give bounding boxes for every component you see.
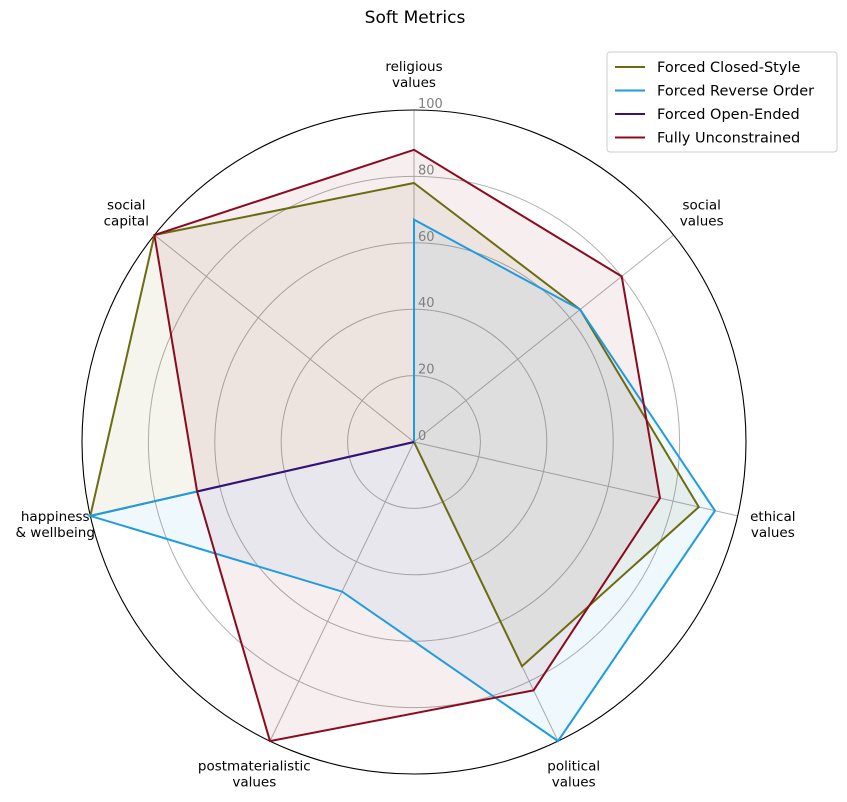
axis-label-line: political	[547, 759, 600, 775]
chart-title: Soft Metrics	[365, 8, 466, 28]
axis-label-line: postmaterialistic	[198, 759, 311, 775]
axis-label-line: happiness	[21, 509, 90, 525]
legend-label: Fully Unconstrained	[657, 131, 800, 147]
axis-label-line: values	[552, 775, 596, 791]
axis-label-line: capital	[104, 214, 149, 230]
axis-label-line: & wellbeing	[15, 525, 94, 541]
axis-label: postmaterialistic values	[198, 759, 311, 791]
axis-label: ethical values	[750, 509, 795, 541]
tick-label: 60	[418, 230, 435, 245]
axis-label: social capital	[104, 198, 149, 230]
axis-label-line: social	[107, 198, 146, 214]
legend-label: Forced Open-Ended	[657, 107, 800, 123]
axis-label-line: social	[682, 198, 721, 214]
axis-label-line: ethical	[750, 509, 795, 525]
axis-label: political values	[547, 759, 600, 791]
axis-label: social values	[680, 198, 724, 230]
axis-label: religious values	[385, 59, 442, 91]
axis-label-line: religious	[385, 59, 442, 75]
legend-label: Forced Closed-Style	[657, 60, 800, 76]
tick-label: 0	[418, 429, 426, 444]
legend-label: Forced Reverse Order	[657, 84, 814, 100]
tick-label: 20	[418, 363, 435, 378]
legend: Forced Closed-Style Forced Reverse Order F…	[607, 52, 837, 152]
axis-label-line: values	[751, 525, 795, 541]
axis-label: happiness & wellbeing	[15, 509, 94, 541]
tick-label: 100	[418, 97, 443, 112]
axis-label-line: values	[232, 775, 276, 791]
tick-label: 80	[418, 163, 435, 178]
axis-label-line: values	[680, 214, 724, 230]
axis-label-line: values	[392, 75, 436, 91]
tick-label: 40	[418, 296, 435, 311]
